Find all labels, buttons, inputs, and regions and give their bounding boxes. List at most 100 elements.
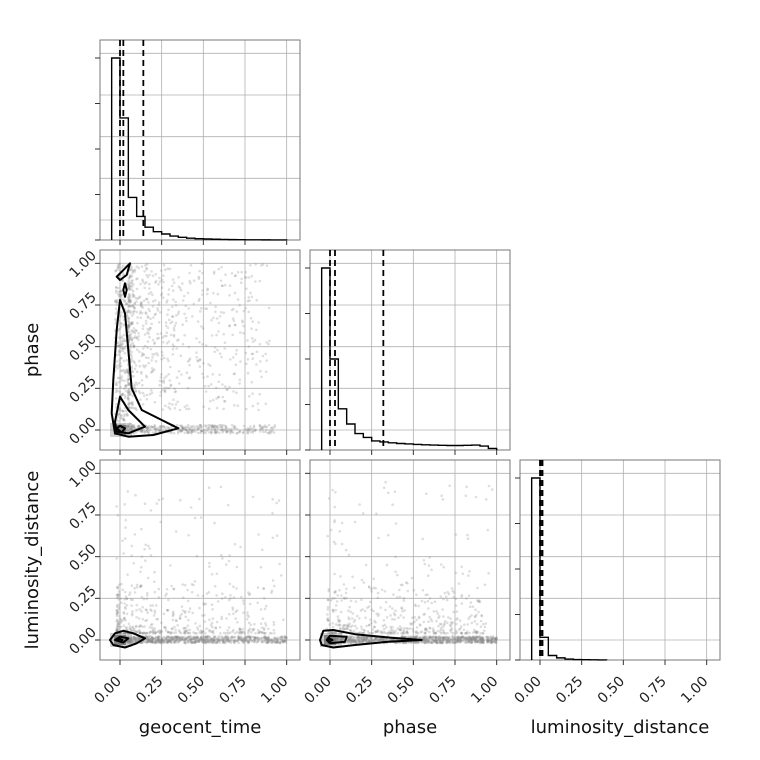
scatter-point xyxy=(246,640,250,644)
scatter-point xyxy=(372,586,375,590)
scatter-point xyxy=(167,635,170,639)
scatter-point xyxy=(262,631,266,635)
scatter-point xyxy=(253,636,256,639)
scatter-point xyxy=(153,427,157,431)
scatter-point xyxy=(135,616,138,619)
scatter-point xyxy=(128,428,131,432)
scatter-point xyxy=(242,630,245,634)
scatter-point xyxy=(196,431,200,435)
scatter-point xyxy=(130,355,133,358)
scatter-point xyxy=(203,635,206,638)
scatter-point xyxy=(255,298,258,302)
scatter-point xyxy=(227,626,231,629)
scatter-point xyxy=(132,635,136,639)
scatter-point xyxy=(226,636,229,639)
scatter-point xyxy=(212,272,216,275)
contour-line xyxy=(114,395,146,435)
scatter-point xyxy=(147,431,150,435)
scatter-point xyxy=(384,608,387,612)
scatter-point xyxy=(130,406,134,410)
scatter-point xyxy=(135,329,138,333)
x-tick-label: 0.50 xyxy=(175,674,208,707)
scatter-point xyxy=(147,638,150,642)
scatter-point xyxy=(116,389,119,393)
scatter-point xyxy=(258,343,262,346)
scatter-point xyxy=(127,298,130,302)
scatter-point xyxy=(477,610,480,614)
scatter-point xyxy=(115,609,119,612)
scatter-point xyxy=(222,636,225,640)
scatter-point xyxy=(128,300,132,303)
scatter-point xyxy=(199,637,202,641)
scatter-point xyxy=(141,280,145,284)
scatter-point xyxy=(133,306,136,310)
scatter-point xyxy=(196,636,200,640)
scatter-point xyxy=(240,632,243,635)
scatter-point xyxy=(470,614,473,617)
scatter-point xyxy=(336,623,340,627)
scatter-point xyxy=(158,276,161,280)
scatter-point xyxy=(385,626,388,629)
scatter-point xyxy=(155,352,159,355)
scatter-point xyxy=(143,632,147,635)
scatter-point xyxy=(228,324,231,327)
scatter-point xyxy=(189,640,192,643)
scatter-point xyxy=(116,376,120,380)
scatter-point xyxy=(231,431,235,434)
scatter-point xyxy=(232,372,236,376)
scatter-point xyxy=(156,337,159,340)
scatter-point xyxy=(117,345,121,348)
y-tick-label: 0.50 xyxy=(66,541,99,574)
scatter-point xyxy=(132,293,135,297)
scatter-point xyxy=(135,603,139,607)
x-tick-label: 0.25 xyxy=(133,674,166,707)
scatter-point xyxy=(486,528,490,532)
scatter-point xyxy=(172,640,175,643)
scatter-point xyxy=(124,370,128,374)
scatter-point xyxy=(150,270,153,273)
scatter-point xyxy=(212,635,216,639)
scatter-point xyxy=(220,597,224,600)
scatter-point xyxy=(180,425,184,429)
scatter-point xyxy=(154,631,158,634)
scatter-point xyxy=(222,641,225,644)
scatter-point xyxy=(135,586,139,589)
scatter-point xyxy=(196,359,199,362)
scatter-point xyxy=(372,625,376,628)
scatter-point xyxy=(118,363,121,367)
scatter-point xyxy=(265,341,269,344)
scatter-point xyxy=(128,401,131,404)
scatter-point xyxy=(222,407,225,411)
scatter-point xyxy=(238,630,242,634)
scatter-point xyxy=(244,638,247,641)
scatter-point xyxy=(133,426,137,430)
scatter-point xyxy=(180,637,184,641)
scatter-point xyxy=(125,368,129,372)
scatter-point xyxy=(219,632,222,635)
scatter-point xyxy=(116,367,119,370)
scatter-point xyxy=(123,598,126,601)
scatter-point xyxy=(331,597,334,600)
scatter-point xyxy=(118,617,122,621)
scatter-point xyxy=(154,637,157,640)
scatter-point xyxy=(157,498,161,502)
scatter-point xyxy=(201,271,204,275)
scatter-point xyxy=(211,641,215,644)
scatter-point xyxy=(175,347,178,350)
scatter-point xyxy=(171,627,174,630)
scatter-point xyxy=(192,429,196,432)
scatter-point xyxy=(402,599,406,602)
scatter-point xyxy=(127,309,130,312)
scatter-point xyxy=(211,629,215,633)
scatter-point xyxy=(114,269,118,272)
scatter-point xyxy=(226,637,229,640)
scatter-point xyxy=(464,632,467,635)
scatter-point xyxy=(160,350,164,354)
scatter-point xyxy=(159,332,163,335)
x-tick-label: 0.00 xyxy=(91,674,124,707)
scatter-point xyxy=(145,393,149,397)
scatter-point xyxy=(347,609,350,612)
scatter-point xyxy=(164,594,167,597)
scatter-point xyxy=(148,639,152,643)
scatter-point xyxy=(443,622,446,625)
